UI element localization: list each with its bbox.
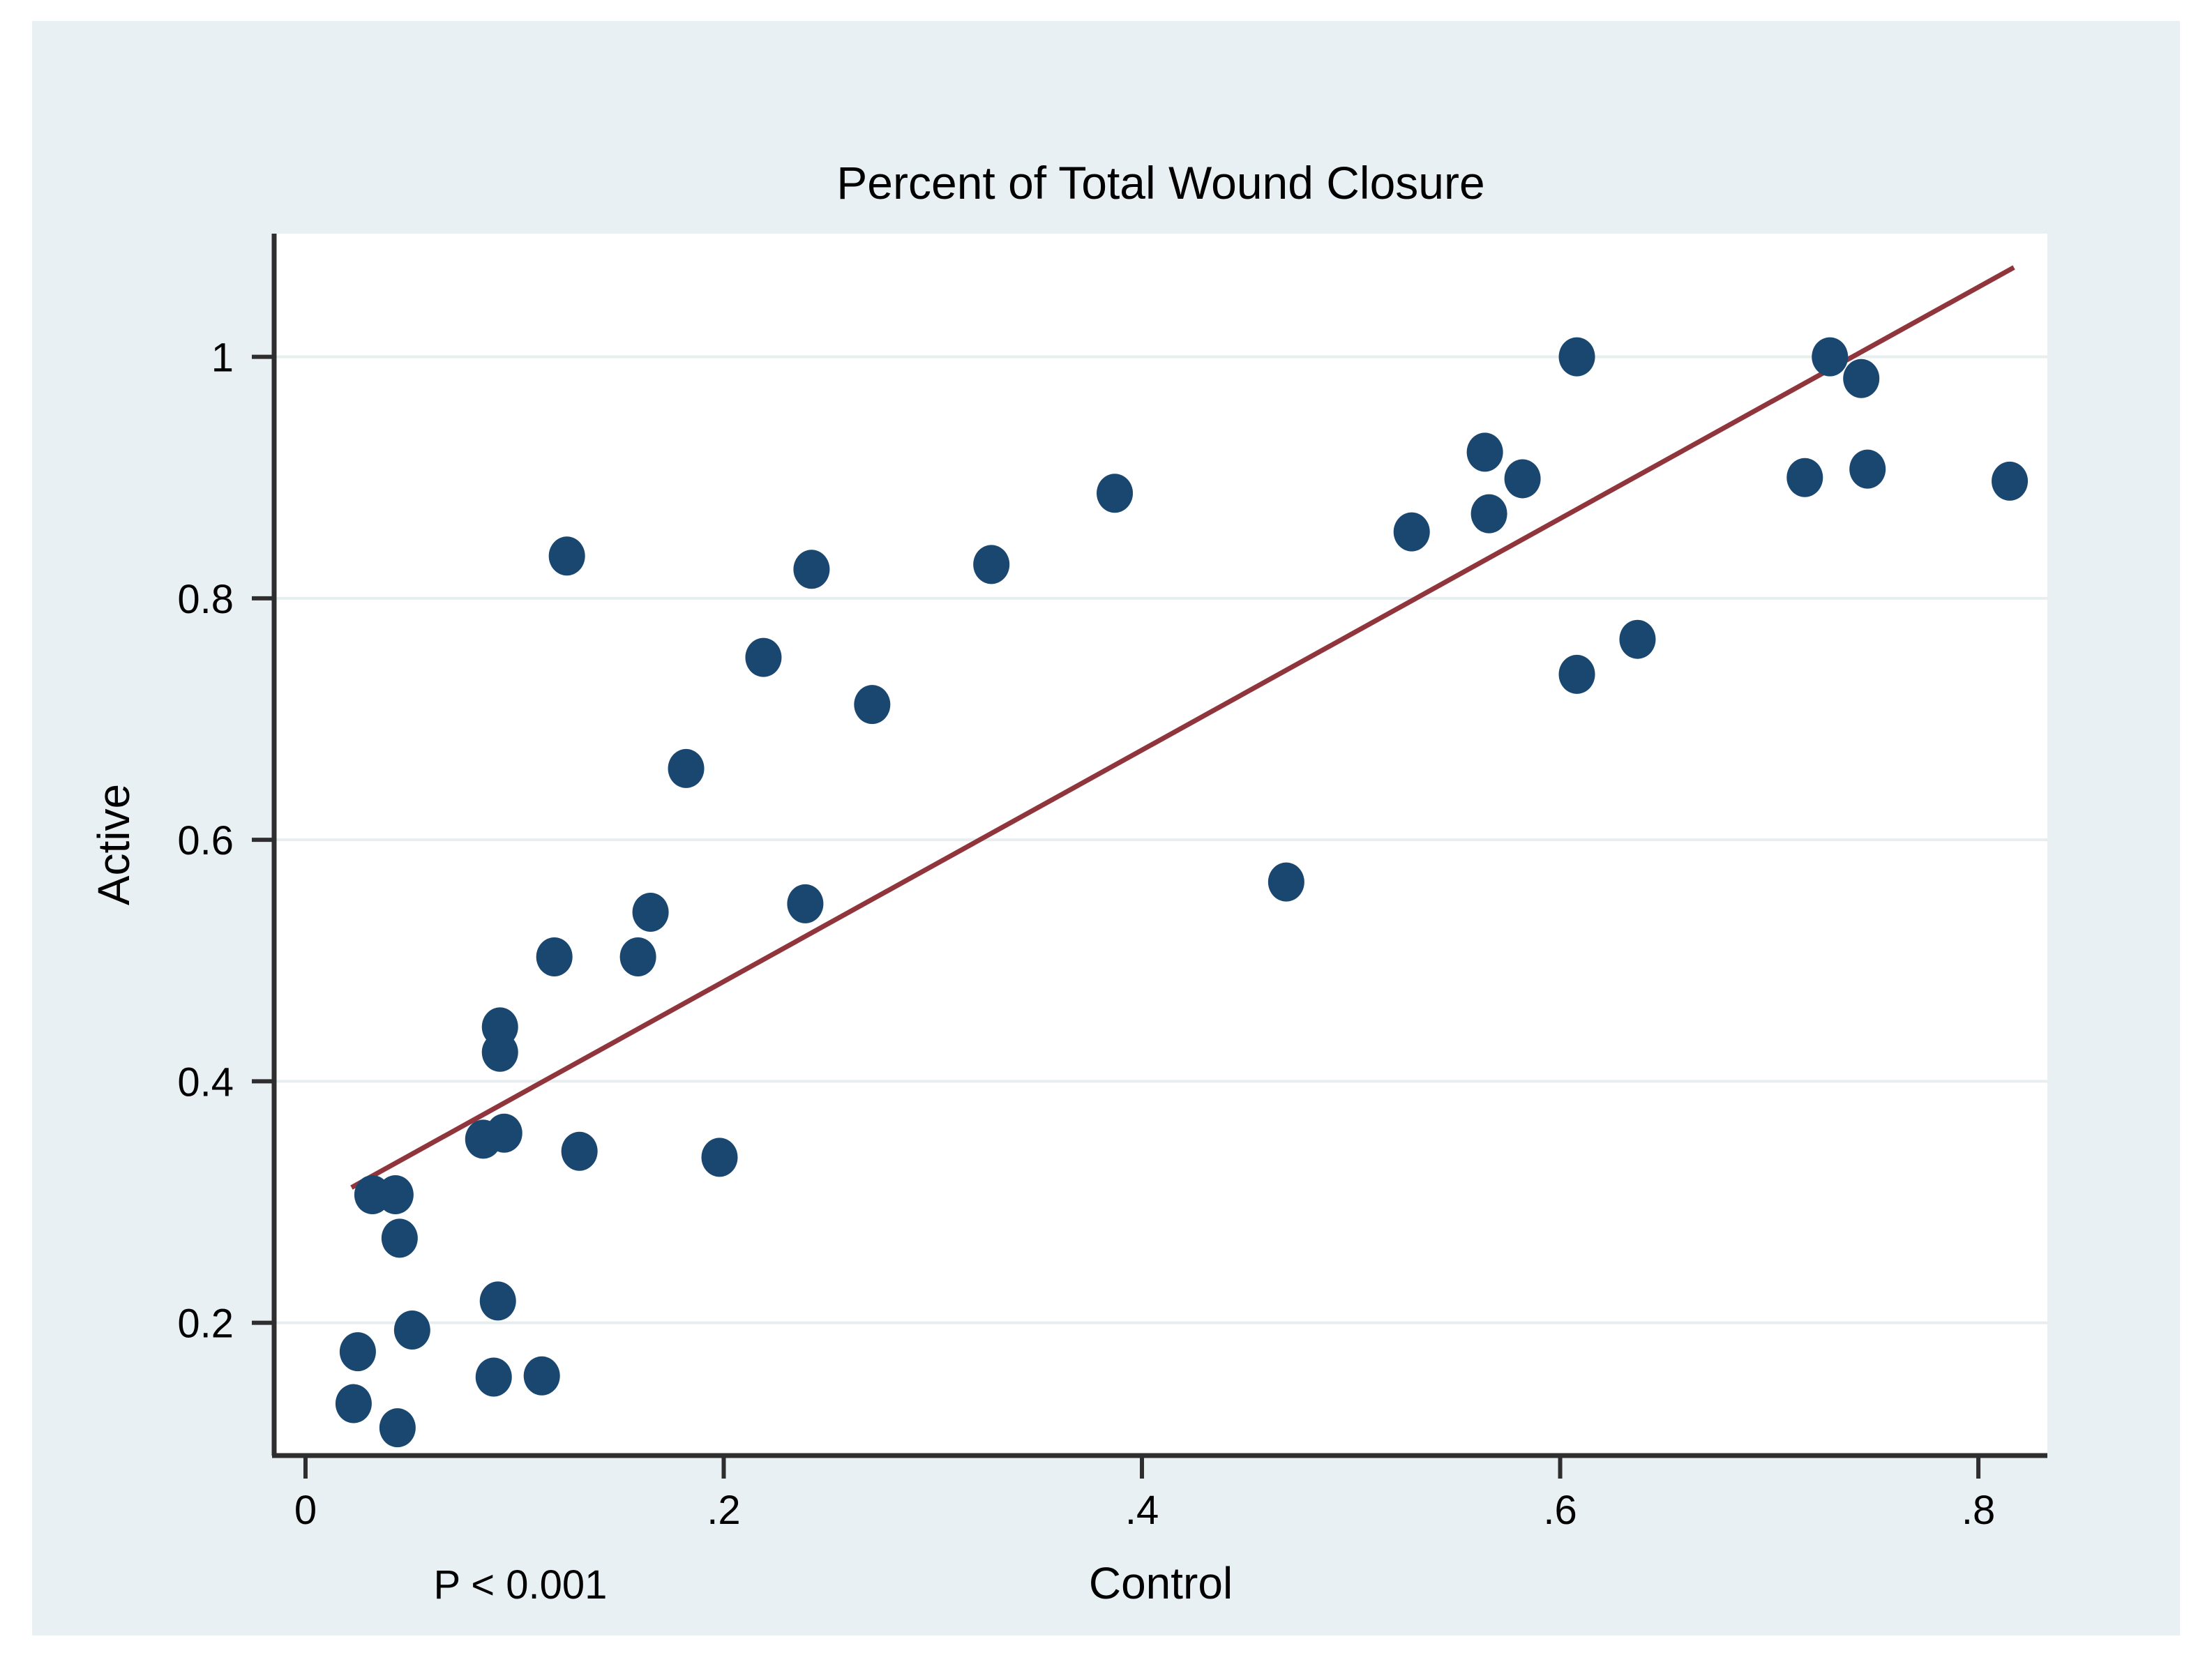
data-point	[536, 937, 573, 977]
data-point	[745, 637, 782, 677]
p-value-annotation: P < 0.001	[434, 1562, 608, 1608]
data-point	[1466, 432, 1503, 472]
axes	[271, 234, 2047, 1458]
x-axis-title: Control	[1089, 1558, 1233, 1608]
x-tick-label: .2	[707, 1488, 740, 1533]
plot-area	[274, 234, 2047, 1456]
data-point	[1558, 337, 1595, 377]
data-point	[1393, 512, 1430, 552]
data-point	[486, 1113, 522, 1153]
trend-line	[350, 265, 2015, 1190]
data-point	[339, 1332, 376, 1372]
data-point	[973, 545, 1010, 584]
tick-labels: 0.20.40.60.810.2.4.6.8	[177, 335, 1995, 1533]
data-point	[1843, 358, 1880, 398]
data-point	[479, 1281, 516, 1321]
data-point	[561, 1131, 598, 1171]
y-tick-label: 1	[211, 335, 234, 381]
data-point	[1558, 654, 1595, 694]
y-tick-label: 0.4	[177, 1059, 234, 1105]
data-point	[1786, 458, 1823, 497]
data-point	[793, 550, 830, 589]
y-tick-label: 0.8	[177, 577, 234, 622]
data-point	[1619, 619, 1656, 659]
x-tick-label: .4	[1125, 1488, 1159, 1533]
data-point	[619, 937, 656, 977]
gridlines	[274, 355, 2047, 1324]
x-tick-label: .8	[1962, 1488, 1995, 1533]
data-point	[787, 884, 824, 923]
data-point	[481, 1007, 518, 1047]
data-point	[379, 1408, 416, 1448]
data-point	[668, 748, 705, 788]
y-axis-title: Active	[89, 784, 139, 905]
data-point	[701, 1138, 738, 1177]
trend-line-layer	[350, 265, 2015, 1190]
data-point	[854, 685, 891, 725]
x-tick-label: .6	[1543, 1488, 1577, 1533]
data-point	[1812, 337, 1849, 377]
x-tick-label: 0	[294, 1488, 317, 1533]
data-point	[393, 1310, 430, 1350]
data-point	[381, 1218, 418, 1258]
chart-title: Percent of Total Wound Closure	[836, 157, 1484, 209]
data-point	[1849, 449, 1886, 489]
data-point-layer	[335, 337, 2029, 1448]
data-point	[548, 536, 585, 576]
data-point	[1470, 494, 1507, 534]
data-point	[335, 1384, 372, 1423]
y-tick-label: 0.2	[177, 1301, 234, 1347]
data-point	[523, 1356, 560, 1396]
data-point	[1504, 459, 1541, 499]
data-point	[475, 1357, 512, 1397]
data-point	[632, 892, 669, 932]
data-point	[377, 1175, 414, 1215]
y-tick-label: 0.6	[177, 818, 234, 863]
data-point	[1267, 862, 1304, 902]
tick-marks	[252, 354, 1981, 1479]
data-point	[1992, 461, 2029, 501]
data-point	[1097, 474, 1134, 513]
